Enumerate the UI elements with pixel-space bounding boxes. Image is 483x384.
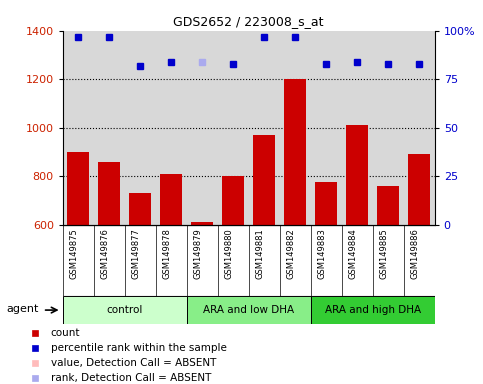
Bar (254, 135, 275, 370)
Bar (129, 193, 151, 370)
Bar (160, 174, 182, 370)
Text: GSM149881: GSM149881 (255, 228, 264, 279)
Text: GSM149875: GSM149875 (69, 228, 78, 279)
Text: ARA and low DHA: ARA and low DHA (203, 305, 294, 315)
Text: agent: agent (6, 304, 39, 314)
Text: GSM149877: GSM149877 (131, 228, 140, 279)
Text: GSM149876: GSM149876 (100, 228, 109, 279)
Text: GSM149885: GSM149885 (379, 228, 388, 279)
Bar (191, 222, 213, 370)
Text: rank, Detection Call = ABSENT: rank, Detection Call = ABSENT (51, 373, 211, 383)
Text: GSM149880: GSM149880 (224, 228, 233, 279)
Text: count: count (51, 328, 80, 338)
Text: GSM149884: GSM149884 (348, 228, 357, 279)
Bar (63, 296, 187, 324)
Text: percentile rank within the sample: percentile rank within the sample (51, 343, 227, 353)
Bar (222, 176, 244, 370)
Bar (68, 152, 89, 370)
Bar (187, 296, 311, 324)
Text: GSM149882: GSM149882 (286, 228, 295, 279)
Bar (284, 79, 306, 370)
Bar (99, 162, 120, 370)
Bar (315, 182, 337, 370)
Text: GSM149879: GSM149879 (193, 228, 202, 279)
Text: GSM149878: GSM149878 (162, 228, 171, 279)
Text: ARA and high DHA: ARA and high DHA (325, 305, 421, 315)
Text: control: control (107, 305, 143, 315)
Text: GSM149886: GSM149886 (410, 228, 419, 279)
Text: value, Detection Call = ABSENT: value, Detection Call = ABSENT (51, 358, 216, 368)
Bar (346, 125, 368, 370)
Title: GDS2652 / 223008_s_at: GDS2652 / 223008_s_at (173, 15, 324, 28)
Bar (311, 296, 435, 324)
Text: GSM149883: GSM149883 (317, 228, 326, 279)
Bar (408, 154, 430, 370)
Bar (377, 186, 399, 370)
